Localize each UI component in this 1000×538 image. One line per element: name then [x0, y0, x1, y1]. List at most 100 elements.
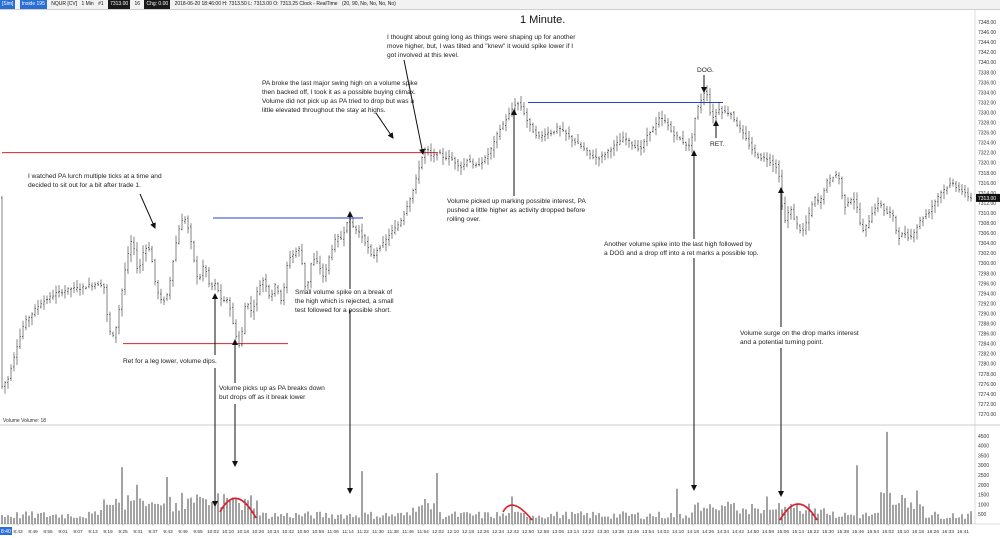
price-tick-label: 7300.00 [978, 261, 996, 267]
volume-tick-label: 500 [978, 512, 987, 518]
price-tick-label: 7340.00 [978, 60, 996, 66]
first-time-label: 8:40 [1, 529, 11, 535]
time-tick-label: 13:46 [627, 529, 639, 535]
price-tick-label: 7344.00 [978, 40, 996, 46]
time-tick-label: 9:13 [88, 529, 98, 535]
price-tick-label: 7326.00 [978, 131, 996, 137]
price-tick-label: 7346.00 [978, 30, 996, 36]
time-tick-label: 10:18 [237, 529, 249, 535]
price-pane [0, 10, 1000, 525]
time-tick-label: 12:58 [537, 529, 549, 535]
time-tick-label: 10:26 [252, 529, 264, 535]
time-tick-label: 9:37 [148, 529, 158, 535]
price-tick-label: 7328.00 [978, 121, 996, 127]
time-tick-label: 15:14 [792, 529, 804, 535]
volume-tick-label: 4500 [978, 434, 989, 440]
time-tick-label: 11:54 [417, 529, 429, 535]
interval-label[interactable]: 1 Min [81, 1, 94, 7]
volume-tick-label: 4000 [978, 444, 989, 450]
price-tick-label: 7276.00 [978, 382, 996, 388]
price-tick-label: 7272.00 [978, 402, 996, 408]
annotation-ret-leg-lower: Ret for a leg lower, volume dips. [123, 358, 217, 365]
price-tick-label: 7282.00 [978, 352, 996, 358]
volume-tick-label: 3000 [978, 463, 989, 469]
price-tick-label: 7312.00 [978, 201, 996, 207]
time-tick-label: 16:10 [897, 529, 909, 535]
volume-tick-label: 1000 [978, 502, 989, 508]
price-tick-label: 7288.00 [978, 322, 996, 328]
annotation-sit-out: I watched PA lurch multiple ticks at a t… [28, 173, 162, 189]
time-tick-label: 15:22 [807, 529, 819, 535]
chart-title: 1 Minute. [520, 14, 566, 26]
time-tick-label: 15:06 [777, 529, 789, 535]
annotation-ret: RET. [710, 141, 725, 148]
last-price-box [976, 193, 1000, 202]
volume-bars [1, 431, 972, 524]
period-label: #1 [98, 1, 104, 7]
volume-tick-label: 3500 [978, 453, 989, 459]
time-tick-label: 12:26 [477, 529, 489, 535]
annotation-possible-top: Another volume spike into the last high … [604, 241, 759, 257]
volume-arc-3 [779, 503, 818, 521]
time-tick-label: 11:46 [402, 529, 414, 535]
time-tick-label: 11:30 [372, 529, 384, 535]
time-tick-label: 9:01 [58, 529, 68, 535]
time-tick-label: 11:38 [387, 529, 399, 535]
tick-label: 16 [134, 1, 141, 7]
time-tick-label: 13:30 [597, 529, 609, 535]
price-tick-label: 7330.00 [978, 110, 996, 116]
time-tick-label: 9:25 [118, 529, 128, 535]
price-tick-label: 7306.00 [978, 231, 996, 237]
time-tick-label: 14:02 [657, 529, 669, 535]
time-tick-label: 14:50 [747, 529, 759, 535]
time-tick-label: 13:54 [642, 529, 654, 535]
time-tick-label: 12:18 [462, 529, 474, 535]
last-price-label: 7313.00 [978, 196, 996, 202]
time-tick-label: 14:34 [717, 529, 729, 535]
annotation-buying-climax: PA broke the last major swing high on a … [262, 80, 418, 114]
time-tick-label: 12:02 [432, 529, 444, 535]
price-tick-label: 7336.00 [978, 80, 996, 86]
time-tick-label: 10:34 [267, 529, 279, 535]
time-tick-label: 12:42 [507, 529, 519, 535]
price-tick-label: 7310.00 [978, 211, 996, 217]
time-tick-label: 9:19 [103, 529, 113, 535]
volume-tick-label: 2000 [978, 483, 989, 489]
time-tick-label: 9:55 [193, 529, 203, 535]
time-tick-label: 11:14 [342, 529, 354, 535]
price-tick-label: 7304.00 [978, 241, 996, 247]
time-tick-label: 16:26 [927, 529, 939, 535]
sim-account-button[interactable]: [Sim] [0, 0, 16, 9]
price-tick-label: 7294.00 [978, 291, 996, 297]
price-tick-label: 7332.00 [978, 100, 996, 106]
annotation-arrows [139, 59, 784, 507]
chart-header-bar: [Sim] Inside 195 NQUR [CV] 1 Min #1 7313… [0, 0, 1000, 10]
time-tick-label: 8:49 [28, 529, 38, 535]
volume-tick-label: 1500 [978, 493, 989, 499]
time-tick-label: 11:22 [357, 529, 369, 535]
price-tick-label: 7284.00 [978, 342, 996, 348]
annotation-turning-point: Volume surge on the drop marks interest a… [740, 330, 859, 346]
time-tick-label: 9:31 [133, 529, 143, 535]
time-tick-label: 10:42 [282, 529, 294, 535]
time-tick-label: 16:02 [882, 529, 894, 535]
time-tick-label: 15:30 [822, 529, 834, 535]
arrow-tilted [403, 59, 425, 155]
price-tick-label: 7296.00 [978, 281, 996, 287]
volume-arc-2 [502, 504, 533, 521]
annotation-dog: DOG. [697, 67, 714, 74]
time-tick-label: 9:43 [163, 529, 173, 535]
price-tick-label: 7274.00 [978, 392, 996, 398]
time-tick-label: 13:06 [552, 529, 564, 535]
instrument-chip[interactable]: Inside 195 [19, 0, 47, 9]
time-tick-label: 13:38 [612, 529, 624, 535]
price-tick-label: 7318.00 [978, 171, 996, 177]
annotation-small-spike: Small volume spike on a break of the high… [295, 289, 394, 314]
time-tick-label: 14:42 [732, 529, 744, 535]
time-tick-label: 12:10 [447, 529, 459, 535]
price-tick-label: 7322.00 [978, 151, 996, 157]
time-tick-label: 10:58 [312, 529, 324, 535]
time-tick-label: 8:43 [13, 529, 23, 535]
time-tick-label: 11:06 [327, 529, 339, 535]
price-tick-label: 7280.00 [978, 362, 996, 368]
